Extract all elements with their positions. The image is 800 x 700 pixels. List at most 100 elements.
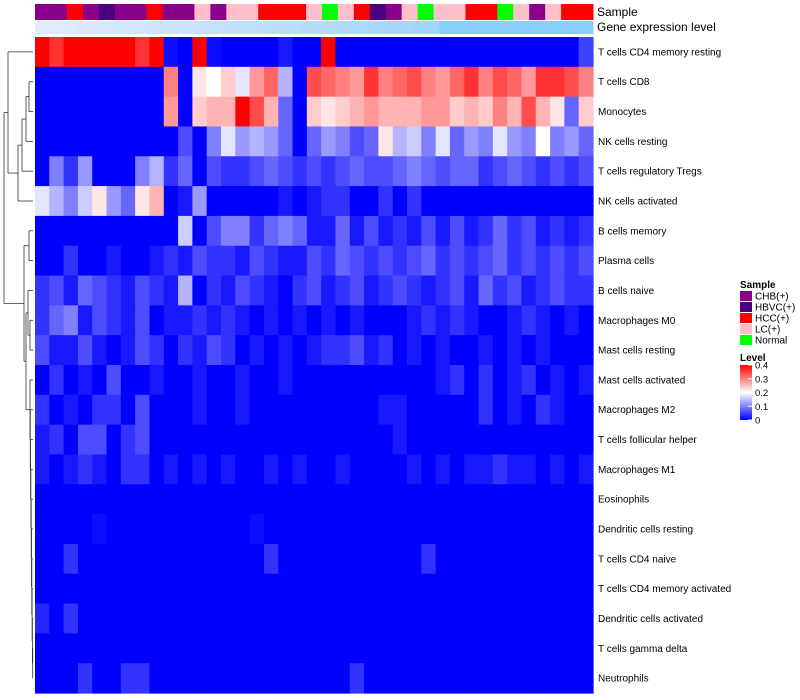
heatmap-cell xyxy=(77,305,93,336)
heatmap-cell xyxy=(492,543,508,575)
heatmap-cell xyxy=(135,454,151,485)
heatmap-cell xyxy=(507,335,523,366)
heatmap-cell xyxy=(435,305,451,336)
heatmap-cell xyxy=(92,573,108,605)
heatmap-cell xyxy=(550,365,565,396)
heatmap-cell xyxy=(578,573,594,605)
heatmap-cell xyxy=(77,543,93,575)
heatmap-cell xyxy=(407,573,422,605)
heatmap-cell xyxy=(421,66,437,98)
heatmap-cell xyxy=(135,663,151,694)
heatmap-cell xyxy=(135,126,151,157)
expression-annotation-cell xyxy=(258,21,273,34)
heatmap-cell xyxy=(49,573,65,605)
heatmap-cell xyxy=(178,573,193,605)
heatmap-cell xyxy=(35,514,50,545)
heatmap-cell xyxy=(421,156,437,187)
heatmap-cell xyxy=(550,573,565,605)
heatmap-cell xyxy=(478,275,494,306)
heatmap-cell xyxy=(149,66,165,98)
heatmap-cell xyxy=(335,603,351,634)
heatmap-cell xyxy=(263,633,279,664)
expression-annotation-label: Gene expression level xyxy=(597,20,716,34)
heatmap-cell xyxy=(178,484,193,515)
heatmap-cell xyxy=(192,365,208,396)
heatmap-cell xyxy=(278,96,294,128)
heatmap-cell xyxy=(449,424,465,456)
heatmap-cell xyxy=(135,156,151,187)
heatmap-cell xyxy=(378,663,394,694)
heatmap-cell xyxy=(63,663,79,694)
heatmap-cell xyxy=(120,633,136,664)
level-tick-label: 0 xyxy=(755,416,760,427)
heatmap-cell xyxy=(278,37,294,68)
heatmap-cell xyxy=(106,454,122,485)
heatmap-cell xyxy=(49,126,65,157)
heatmap-cell xyxy=(321,245,337,277)
heatmap-cell xyxy=(392,663,408,694)
heatmap-cell xyxy=(163,66,179,98)
heatmap-cell xyxy=(77,365,93,396)
heatmap-cell xyxy=(378,275,394,306)
heatmap-cell xyxy=(507,543,523,575)
heatmap-cell xyxy=(292,245,308,277)
heatmap-cell xyxy=(392,305,408,336)
heatmap-cell xyxy=(449,543,465,575)
sample-annotation-cell xyxy=(321,4,339,20)
heatmap-cell xyxy=(35,126,50,157)
heatmap-cell xyxy=(521,633,537,664)
heatmap-cell xyxy=(292,37,308,68)
heatmap-cell xyxy=(449,96,465,128)
heatmap-cell xyxy=(492,484,508,515)
heatmap-cell xyxy=(163,543,179,575)
sample-annotation-cell xyxy=(258,4,275,20)
heatmap-cell xyxy=(435,126,451,157)
sample-legend-label: LC(+) xyxy=(755,325,780,336)
heatmap-cell xyxy=(507,215,523,247)
heatmap-cell xyxy=(349,663,365,694)
heatmap-cell xyxy=(149,96,165,128)
expression-annotation-cell xyxy=(35,21,50,34)
row-label: T cells gamma delta xyxy=(598,644,688,655)
row-label: Eosinophils xyxy=(598,495,649,506)
heatmap-cell xyxy=(278,514,294,545)
heatmap-cell xyxy=(120,96,136,128)
expression-annotation-cell xyxy=(355,21,371,34)
heatmap-cell xyxy=(235,335,251,366)
heatmap-cell xyxy=(492,186,508,217)
heatmap-cell xyxy=(535,305,551,336)
heatmap-cell xyxy=(178,603,193,634)
expression-annotation-cell xyxy=(369,21,385,34)
heatmap-cell xyxy=(292,633,308,664)
heatmap-cell xyxy=(63,335,79,366)
heatmap-cell xyxy=(35,394,50,426)
heatmap-cell xyxy=(92,335,108,366)
heatmap-cell xyxy=(521,603,537,634)
heatmap-cell xyxy=(306,37,322,68)
sample-annotation-cell xyxy=(194,4,211,20)
heatmap-cell xyxy=(407,543,422,575)
heatmap-cell xyxy=(292,215,308,247)
heatmap-cell xyxy=(63,603,79,634)
heatmap-cell xyxy=(449,126,465,157)
heatmap-cell xyxy=(435,484,451,515)
heatmap-cell xyxy=(507,633,523,664)
heatmap-cell xyxy=(407,275,422,306)
heatmap-cell xyxy=(278,305,294,336)
heatmap-cell xyxy=(77,245,93,277)
heatmap-cell xyxy=(421,484,437,515)
heatmap-cell xyxy=(321,66,337,98)
heatmap-cell xyxy=(321,514,337,545)
heatmap-cell xyxy=(192,454,208,485)
heatmap-cell xyxy=(407,365,422,396)
heatmap-cell xyxy=(535,215,551,247)
heatmap-cell xyxy=(392,335,408,366)
expression-annotation-cell xyxy=(551,21,566,34)
heatmap-cell xyxy=(120,37,136,68)
heatmap-cell xyxy=(77,156,93,187)
heatmap-cell xyxy=(221,514,236,545)
heatmap-cell xyxy=(407,96,422,128)
heatmap-cell xyxy=(564,186,580,217)
heatmap-cell xyxy=(550,663,565,694)
